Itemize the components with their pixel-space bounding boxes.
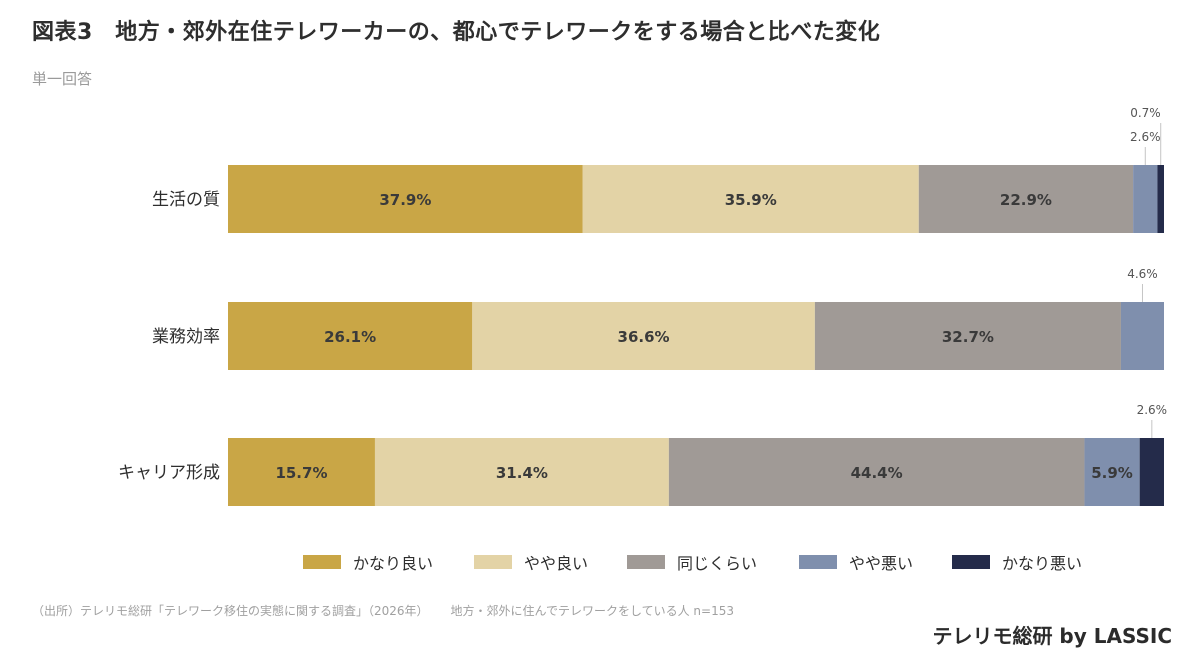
data-label: 2.6% (1137, 403, 1168, 417)
brand-logo-text: テレリモ総研 by LASSIC (932, 624, 1172, 648)
bar-segment (918, 165, 1134, 233)
legend-label: 同じくらい (677, 554, 758, 573)
legend-item: かなり良い (303, 550, 433, 574)
bar-segment (374, 438, 669, 506)
source-text: （出所）テレリモ総研「テレワーク移住の実態に関する調査」（2026年） (32, 604, 429, 618)
bar-segment (1120, 302, 1164, 370)
bar-segment (228, 302, 473, 370)
data-label: 32.7% (942, 328, 994, 346)
legend-item: やや悪い (799, 550, 913, 574)
legend-label: やや良い (524, 554, 589, 573)
legend-swatch (303, 555, 341, 569)
bar-segment (228, 438, 375, 506)
legend-swatch (627, 555, 665, 569)
data-label: 44.4% (851, 464, 903, 482)
legend-item: かなり悪い (952, 550, 1082, 574)
bar-segment (1084, 438, 1140, 506)
category-label: キャリア形成 (118, 463, 220, 483)
data-label: 36.6% (618, 328, 670, 346)
legend-label: かなり良い (353, 554, 434, 573)
stacked-bar-chart: 生活の質 37.9% 35.9% 22.9% 2.6% 0.7% 業務効率 26.1% 36.6… (118, 106, 1168, 506)
legend-item: やや良い (474, 550, 588, 574)
category-label: 生活の質 (152, 190, 220, 210)
data-label: 0.7% (1130, 106, 1161, 120)
legend-swatch (952, 555, 990, 569)
data-label: 2.6% (1130, 130, 1161, 144)
legend-label: やや悪い (849, 554, 914, 573)
legend-item: 同じくらい (627, 550, 757, 574)
sample-text: 地方・郊外に住んでテレワークをしている人 n=153 (450, 604, 734, 618)
chart-title: 図表3 地方・郊外在住テレワーカーの、都心でテレワークをする場合と比べた変化 (32, 20, 881, 45)
legend-label: かなり悪い (1002, 554, 1083, 573)
bar-segment (1157, 165, 1164, 233)
source-note: （出所）テレリモ総研「テレワーク移住の実態に関する調査」（2026年） 地方・郊外… (32, 602, 734, 619)
data-label: 26.1% (324, 328, 376, 346)
bar-segment (228, 165, 583, 233)
bar-segment (668, 438, 1085, 506)
chart-legend: かなり良い やや良い 同じくらい やや悪い かなり悪い (0, 550, 1200, 574)
bar-segment (1133, 165, 1158, 233)
bar-segment (1139, 438, 1164, 506)
data-label: 15.7% (275, 464, 327, 482)
data-label: 5.9% (1091, 464, 1133, 482)
category-label: 業務効率 (152, 327, 220, 347)
data-label: 22.9% (1000, 191, 1052, 209)
data-label: 31.4% (496, 464, 548, 482)
data-label: 4.6% (1127, 267, 1158, 281)
bar-segment (582, 165, 919, 233)
legend-swatch (799, 555, 837, 569)
data-label: 35.9% (725, 191, 777, 209)
data-label: 37.9% (379, 191, 431, 209)
chart-subtitle: 単一回答 (32, 70, 93, 88)
legend-swatch (474, 555, 512, 569)
bar-segment (472, 302, 815, 370)
bar-segment (814, 302, 1121, 370)
